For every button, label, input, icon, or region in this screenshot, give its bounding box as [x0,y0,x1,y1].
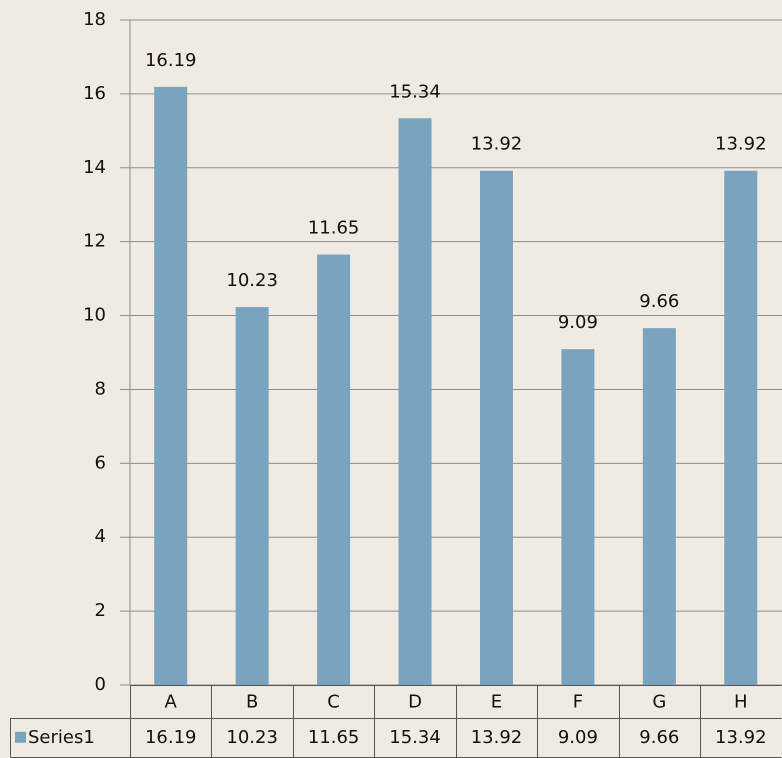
x-tick-label: A [165,692,178,713]
x-tick-label: B [246,692,258,713]
bar [724,170,758,685]
x-tick-label: F [573,692,583,713]
bar [642,328,676,685]
y-tick-label: 8 [95,378,106,399]
x-tick-label: G [652,692,666,713]
table-value: 11.65 [308,727,360,748]
bar [317,254,351,685]
x-tick-label: C [327,692,340,713]
data-label: 16.19 [145,50,197,71]
data-label: 15.34 [389,81,441,102]
data-label: 9.66 [639,291,679,312]
table-value: 13.92 [715,727,767,748]
x-tick-label: H [734,692,748,713]
y-tick-label: 16 [83,83,106,104]
y-tick-label: 18 [83,9,106,30]
table-value: 9.66 [639,727,679,748]
legend-swatch [15,731,26,743]
x-tick-label: E [491,692,502,713]
y-tick-label: 14 [83,157,106,178]
data-label: 9.09 [558,312,598,333]
data-label: 13.92 [471,134,523,155]
data-label: 10.23 [226,270,278,291]
table-value: 9.09 [558,727,598,748]
data-label: 13.92 [715,134,767,155]
y-tick-label: 6 [95,452,106,473]
table-value: 10.23 [226,727,278,748]
bar [561,349,595,685]
table-value: 16.19 [145,727,197,748]
bar [479,170,513,685]
table-value: 13.92 [471,727,523,748]
table-value: 15.34 [389,727,441,748]
y-tick-label: 4 [95,526,106,547]
y-tick-label: 2 [95,600,106,621]
bar [154,86,188,685]
data-label: 11.65 [308,218,360,239]
legend-label: Series1 [28,727,95,748]
bar [235,307,269,685]
y-tick-label: 10 [83,305,106,326]
bar [398,118,432,686]
x-tick-label: D [408,692,422,713]
y-tick-label: 0 [95,674,106,695]
y-tick-label: 12 [83,231,106,252]
